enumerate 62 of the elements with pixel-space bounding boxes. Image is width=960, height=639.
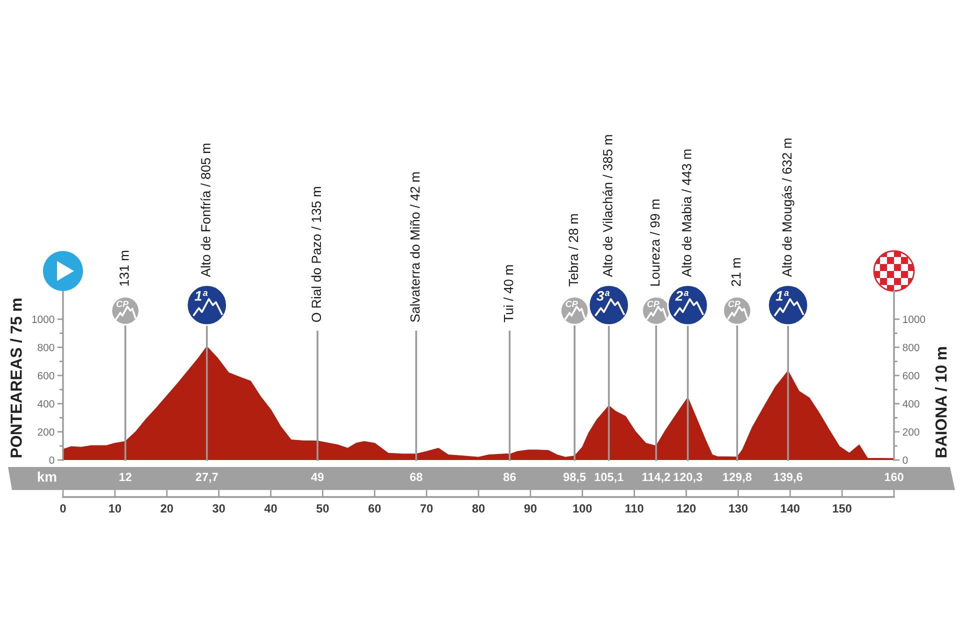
x2-tick-label: 86 bbox=[503, 472, 516, 482]
x-tick-label: 90 bbox=[524, 504, 537, 513]
x2-tick-label: 114,2 bbox=[642, 472, 670, 483]
annotation: 2ª bbox=[675, 290, 689, 301]
x2-tick-label: 49 bbox=[311, 472, 324, 482]
y-tick-label: 600 bbox=[38, 372, 54, 380]
x-tick-label: 130 bbox=[729, 504, 748, 513]
annotation: CP bbox=[728, 300, 740, 308]
x2-tick-label: 139,6 bbox=[774, 472, 802, 483]
x2-tick-label: 105,1 bbox=[594, 472, 624, 483]
y-tick-label: 1000 bbox=[32, 316, 54, 324]
y2-tick-label: 0 bbox=[902, 456, 908, 464]
annotation: 1ª bbox=[194, 291, 208, 301]
y2-tick-label: 400 bbox=[902, 400, 920, 408]
y2-axis-title: BAIONA / 10 m bbox=[935, 347, 947, 458]
x-tick-label: 80 bbox=[472, 504, 485, 513]
y2-tick-label: 1000 bbox=[903, 316, 926, 324]
annotation: CP bbox=[566, 300, 578, 308]
y-tick-label: 800 bbox=[38, 344, 54, 352]
x-tick-label: 40 bbox=[264, 504, 277, 513]
y-tick-label: 200 bbox=[38, 428, 54, 436]
x-tick-label: 10 bbox=[109, 504, 122, 513]
x-tick-label: 100 bbox=[573, 504, 592, 513]
annotation: CP bbox=[647, 300, 660, 308]
ref-line-label: Loureza / 99 m bbox=[650, 200, 660, 286]
y2-tick-label: 600 bbox=[902, 372, 920, 380]
x2-tick-label: 27,7 bbox=[196, 472, 218, 483]
y-axis-title: PONTEAREAS / 75 m bbox=[10, 298, 22, 458]
x-tick-label: 20 bbox=[160, 504, 173, 513]
x-tick-label: 0 bbox=[60, 504, 66, 513]
ref-line-label: 21 m bbox=[731, 258, 741, 286]
x-tick-label: 120 bbox=[677, 504, 696, 513]
annotation: 1ª bbox=[776, 291, 789, 301]
x-tick-label: 50 bbox=[316, 504, 329, 513]
ref-line-label: Alto de Mougás / 632 m bbox=[782, 138, 794, 278]
x2-tick-label: 160 bbox=[884, 472, 904, 482]
x2-tick-label: 12 bbox=[120, 472, 132, 482]
ref-line-label: Tebra / 28 m bbox=[568, 214, 578, 286]
x-tick-label: 30 bbox=[212, 504, 225, 513]
ref-line-label: Alto de Fonfría / 805 m bbox=[200, 144, 210, 278]
y2-tick-label: 800 bbox=[902, 344, 920, 352]
ref-line-label: Alto de Vilachán / 385 m bbox=[602, 135, 612, 278]
ref-line-label: O Rial do Pazo / 135 m bbox=[311, 187, 322, 322]
ref-line-label: 131 m bbox=[120, 250, 129, 286]
y2-tick-label: 200 bbox=[902, 428, 920, 436]
annotation: 3ª bbox=[596, 290, 610, 301]
y-tick-label: 0 bbox=[49, 456, 54, 464]
x-tick-label: 110 bbox=[626, 504, 644, 513]
x2-tick-label: 68 bbox=[410, 472, 422, 482]
x2-tick-label: 120,3 bbox=[674, 472, 702, 483]
x2-tick-label: 129,8 bbox=[723, 472, 752, 483]
x-tick-label: 150 bbox=[832, 504, 852, 513]
x-tick-label: 70 bbox=[420, 504, 433, 513]
ref-line-label: Salvaterra do Miño / 42 m bbox=[410, 172, 420, 322]
ref-line-label: Tui / 40 m bbox=[504, 265, 514, 322]
x-tick-label: 140 bbox=[781, 504, 800, 513]
y-tick-label: 400 bbox=[38, 400, 54, 408]
ref-line-label: Alto de Mabia / 443 m bbox=[682, 150, 692, 278]
x2-axis-title: km bbox=[38, 472, 56, 482]
x-tick-label: 60 bbox=[368, 504, 381, 513]
annotation: CP bbox=[116, 300, 129, 308]
x2-tick-label: 98,5 bbox=[564, 472, 586, 483]
